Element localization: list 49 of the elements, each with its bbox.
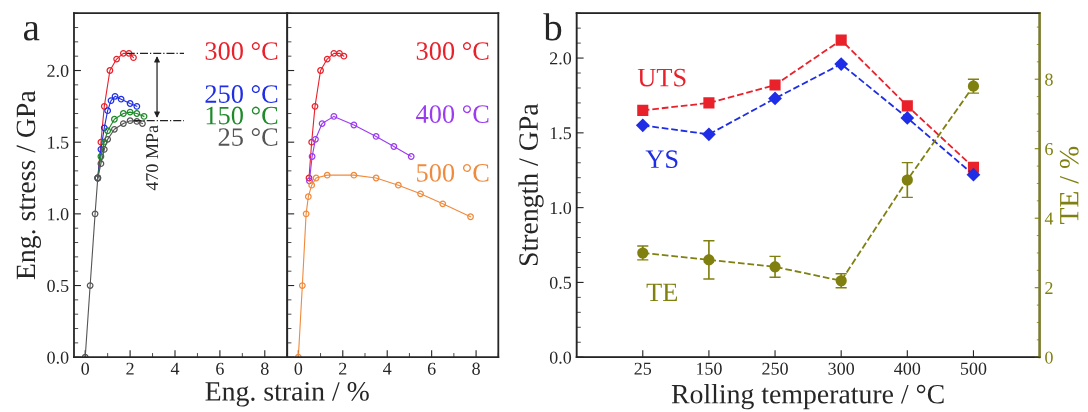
x-tick-label: 25 <box>634 362 652 375</box>
text: 25 °C <box>218 128 278 146</box>
y2-tick-label: 0 <box>1045 351 1053 364</box>
series-label: UTS <box>637 68 686 87</box>
y2-tick-label: 2 <box>1045 282 1053 294</box>
x-tick-label: 4 <box>170 362 180 375</box>
y-tick-label: 2.0 <box>550 52 572 65</box>
y-tick-label: 1.5 <box>550 127 572 140</box>
y-tick-label: 1.0 <box>550 201 572 215</box>
y2-tick-label: 4 <box>1044 212 1054 225</box>
annotation: 470 MPa <box>146 125 159 191</box>
text: 250 °C <box>205 85 278 103</box>
y-tick-label: 0.5 <box>549 276 572 289</box>
x-tick-label: 6 <box>427 362 436 375</box>
x-tick-label: 4 <box>383 362 392 375</box>
y-tick-label: 1.5 <box>48 136 69 149</box>
x-tick-label: 150 <box>696 362 722 375</box>
x-tick-label: 500 <box>960 362 987 375</box>
text: a <box>23 21 40 41</box>
x-tick-label: 0 <box>81 362 90 375</box>
series-label: YS <box>645 150 678 169</box>
x-tick-label: 6 <box>216 362 224 375</box>
y2-tick-label: 8 <box>1045 73 1053 86</box>
x-tick-label: 250 <box>762 362 788 375</box>
x-tick-label: 0 <box>294 362 303 375</box>
y-axis-title: Eng. stress / GPa <box>16 90 41 280</box>
y-axis-title: Strength / GPa <box>518 103 544 266</box>
series-label: TE <box>646 283 678 301</box>
x-tick-label: 8 <box>260 362 269 375</box>
text: 300 °C <box>416 42 489 60</box>
text: 150 °C <box>206 106 278 125</box>
x-tick-label: 2 <box>339 362 347 375</box>
x-tick-label: 300 <box>828 362 855 375</box>
series-label: 400 °C <box>416 105 489 123</box>
text: b <box>543 13 562 41</box>
y-tick-label: 2.0 <box>47 64 69 78</box>
y2-axis-title: TE / % <box>1059 146 1079 225</box>
series-label: 500 °C <box>417 163 489 182</box>
y-tick-label: 0.5 <box>47 279 69 293</box>
y-tick-label: 0.0 <box>47 351 69 364</box>
y2-tick-label: 6 <box>1045 143 1053 156</box>
x-axis-title: Rolling temperature / °C <box>671 383 944 410</box>
y-tick-label: 1.0 <box>48 208 69 221</box>
x-axis-title: Eng. strain / % <box>205 382 369 407</box>
x-tick-label: 8 <box>472 362 480 375</box>
text: 300 °C <box>205 42 278 60</box>
x-tick-label: 2 <box>126 362 134 375</box>
x-tick-label: 400 <box>894 362 921 375</box>
y-tick-label: 0.0 <box>549 351 572 364</box>
